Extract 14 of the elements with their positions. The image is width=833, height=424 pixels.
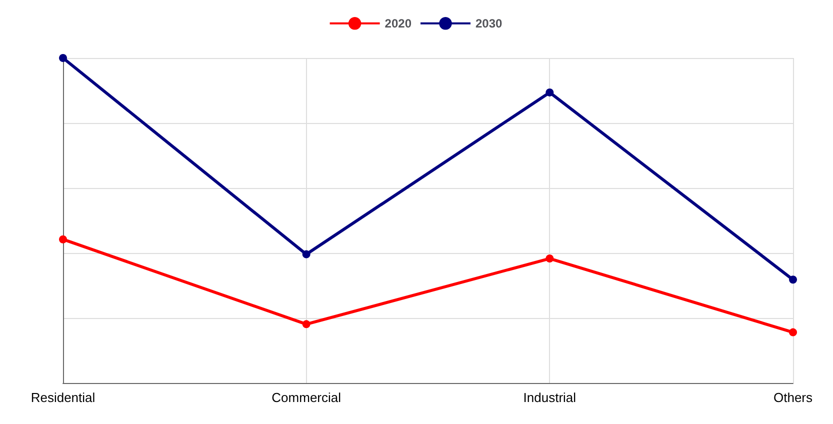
x-tick-label: Industrial bbox=[523, 390, 576, 405]
point bbox=[789, 328, 797, 336]
point bbox=[302, 250, 310, 258]
point bbox=[546, 254, 554, 263]
point bbox=[59, 54, 67, 62]
legend-label: 2020 bbox=[384, 16, 412, 30]
point bbox=[789, 276, 797, 284]
x-tick-label: Others bbox=[773, 390, 814, 405]
x-tick-label: Residential bbox=[30, 390, 96, 405]
x-tick-label: Commercial bbox=[272, 390, 342, 405]
point bbox=[302, 320, 310, 328]
point bbox=[546, 88, 554, 96]
point bbox=[59, 235, 67, 244]
legend-label: 2030 bbox=[476, 16, 503, 30]
